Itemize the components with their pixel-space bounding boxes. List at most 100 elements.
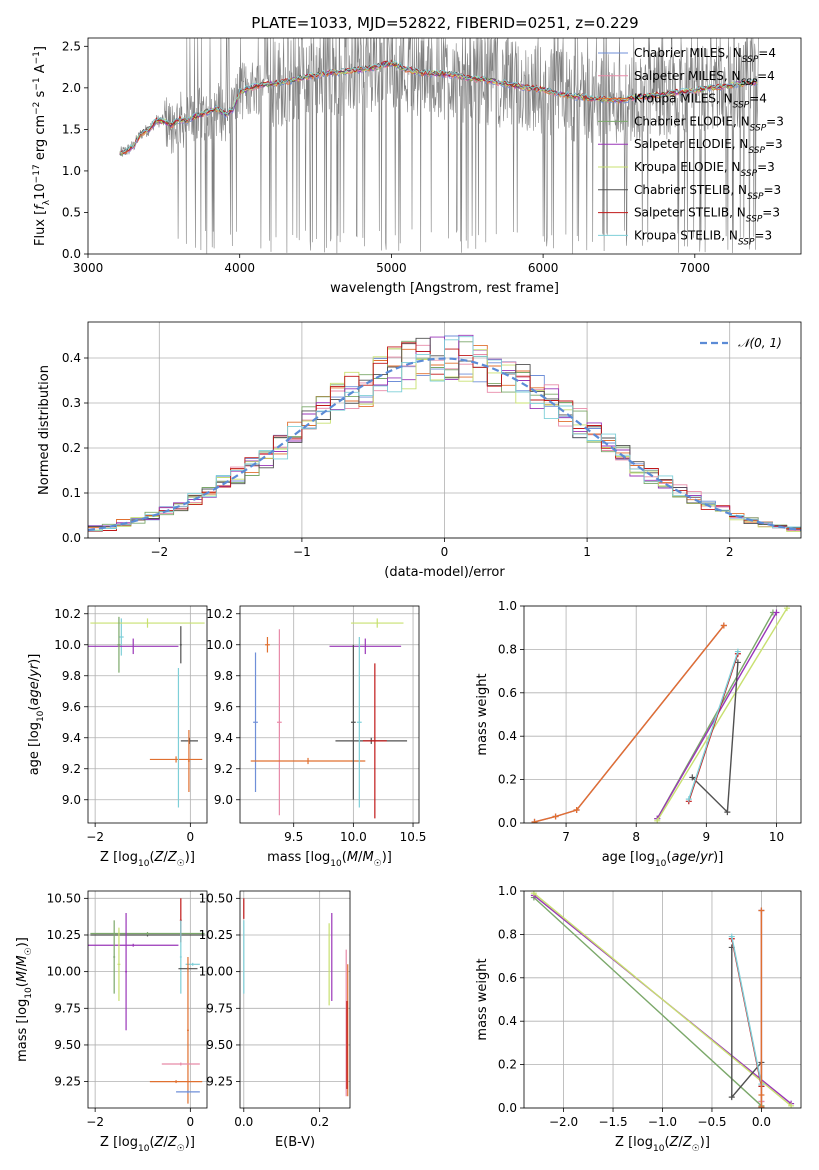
x-tick-label: 4000: [224, 261, 255, 275]
y-axis-label-part: mass [log: [15, 999, 30, 1062]
x-tick-label: 3000: [73, 261, 104, 275]
x-tick-label: 0: [187, 1115, 195, 1129]
x-axis-label-part: E(B-V): [275, 1135, 315, 1150]
y-tick-label: 0.4: [498, 1014, 517, 1028]
legend-entry: 𝒩(0, 1): [738, 336, 782, 350]
legend-sub: SSP: [733, 101, 750, 111]
axes-frame: [239, 605, 420, 824]
axes-frame: [87, 37, 802, 255]
x-axis-label: wavelength [Angstrom, rest frame]: [330, 281, 559, 296]
y-tick-label: 9.25: [54, 1075, 81, 1089]
x-axis-label-part: ☉: [692, 1144, 700, 1154]
weight-marker: [724, 809, 731, 816]
x-axis-label-part: ☉: [374, 859, 382, 869]
x-tick-label: −2: [150, 545, 168, 559]
plot-area: [88, 898, 205, 1104]
axes-frame: [87, 605, 208, 824]
x-axis-label-part: Z: [154, 1135, 165, 1150]
legend-sub: SSP: [738, 237, 755, 247]
y-axis-label-part: /: [27, 676, 42, 681]
y-tick-label: 0.0: [62, 531, 81, 545]
x-tick-label: −1: [293, 545, 311, 559]
y-tick-label: 0.2: [498, 773, 517, 787]
legend-tail: =3: [762, 206, 780, 220]
x-tick-label: 10: [769, 830, 784, 844]
y-tick-label: 0.5: [62, 205, 81, 219]
weight-line: [533, 892, 792, 1107]
y-axis-label-part: (: [27, 706, 42, 711]
weight-marker: [552, 813, 559, 820]
y-tick-label: 9.6: [62, 700, 81, 714]
weight-line: [688, 651, 739, 800]
x-tick-label: 10.5: [400, 830, 427, 844]
y-tick-label: 10.25: [47, 928, 81, 942]
y-axis-label: mass [log10(M/M☉)]: [15, 937, 34, 1062]
x-tick-label: 1: [583, 545, 591, 559]
y-axis-label: Flux [fλ10−17 erg cm−2 s−1 A−1]: [32, 46, 52, 246]
x-axis-label-part: (: [664, 1135, 669, 1150]
legend-entry: Kroupa ELODIE, NSSP=3: [634, 160, 775, 179]
weight-line: [691, 662, 739, 814]
plot-area: [531, 606, 790, 823]
y-tick-label: 0.6: [498, 971, 517, 985]
legend-base: Salpeter STELIB, N: [634, 206, 746, 220]
plot-area: [88, 616, 205, 808]
y-tick-label: 1.0: [62, 164, 81, 178]
plot-area: [119, 38, 759, 254]
y-axis-label-part: 10: [33, 183, 48, 200]
legend-entry: Kroupa STELIB, NSSP=3: [634, 228, 772, 247]
y-tick-label: 9.8: [62, 669, 81, 683]
x-tick-label: −0.5: [697, 1115, 726, 1129]
weight-marker: [773, 609, 780, 616]
y-tick-label: 9.6: [214, 700, 233, 714]
y-axis-label-part: Flux [: [33, 210, 48, 246]
legend-entry: Kroupa MILES, NSSP=4: [634, 92, 767, 111]
legend-base: Chabrier ELODIE, N: [634, 114, 750, 128]
y-axis-label-part: ☉: [24, 947, 34, 955]
y-tick-label: 9.75: [54, 1001, 81, 1015]
weight-marker: [685, 796, 692, 803]
legend-entry: Chabrier MILES, NSSP=4: [634, 46, 776, 65]
legend-tail: =3: [757, 160, 775, 174]
y-tick-label: 0.4: [62, 351, 81, 365]
y-axis-label-part: age: [27, 681, 42, 705]
x-axis-label-part: Z [log: [615, 1135, 653, 1150]
legend-sub: SSP: [750, 123, 767, 133]
x-tick-label: −1.0: [648, 1115, 677, 1129]
x-axis-label-part: age: [671, 850, 695, 865]
legend-entry: Salpeter MILES, NSSP=4: [634, 69, 775, 88]
y-axis-label-part: mass weight: [475, 958, 490, 1040]
y-tick-label: 0.4: [498, 729, 517, 743]
y-axis-label-part: Normed distribution: [37, 365, 52, 495]
y-axis-label: age [log10(age/yr)]: [27, 654, 46, 776]
y-tick-label: 0.2: [62, 441, 81, 455]
legend-base: Salpeter MILES, N: [634, 69, 741, 83]
y-axis-label-part: −2: [32, 102, 42, 115]
y-tick-label: 9.0: [214, 793, 233, 807]
y-tick-label: 0.3: [62, 396, 81, 410]
y-tick-label: 10.50: [199, 891, 233, 905]
x-axis-label-part: ☉: [177, 1144, 185, 1154]
y-tick-label: 9.50: [54, 1038, 81, 1052]
x-axis-label-part: M: [347, 850, 358, 865]
axes-frame: [87, 321, 802, 539]
x-tick-label: −2: [86, 1115, 104, 1129]
y-tick-label: 0.2: [498, 1058, 517, 1072]
legend-sub: SSP: [746, 215, 763, 225]
weight-marker: [758, 1103, 765, 1108]
x-axis-label-part: /: [163, 1135, 168, 1150]
x-tick-label: 7: [562, 830, 570, 844]
y-axis-label-part: 10: [36, 710, 46, 722]
y-tick-label: 10.00: [199, 965, 233, 979]
x-axis-label-part: )]: [185, 1135, 195, 1150]
legend-entry: Salpeter STELIB, NSSP=3: [634, 206, 780, 225]
weight-line: [731, 947, 763, 1100]
x-tick-label: 2: [726, 545, 734, 559]
y-tick-label: 0.0: [498, 1101, 517, 1115]
x-axis-label-part: ☉: [177, 859, 185, 869]
legend-tail: =4: [757, 69, 775, 83]
x-axis-label-part: (: [149, 1135, 154, 1150]
x-axis-label: mass [log10(M/M☉)]: [267, 850, 392, 869]
x-axis-label-part: /: [163, 850, 168, 865]
panel-mass-vs-EBV: 0.0 0.2 9.25 9.50 9.75 10.00 10.25 10.50 E(B-V): [199, 890, 351, 1150]
